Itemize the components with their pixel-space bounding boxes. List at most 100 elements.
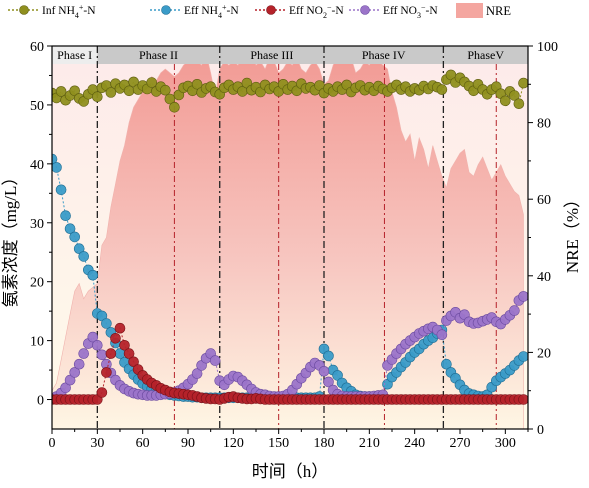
data-point-eff_no3: [73, 358, 85, 370]
data-point-eff_no2: [119, 339, 130, 351]
data-point-eff_no3: [323, 376, 334, 388]
phase-band-cell: [97, 46, 220, 64]
data-point-inf_nh4: [436, 84, 448, 95]
data-point-inf_nh4: [105, 87, 117, 98]
y-left-tick-label: 60: [30, 40, 44, 55]
x-tick-label: 30: [90, 436, 104, 451]
legend: Inf NH4+-N Eff NH4+-N Eff NO2−-N Eff NO3…: [8, 3, 511, 20]
x-tick-label: 60: [136, 436, 150, 451]
data-point-eff_no3: [78, 348, 89, 359]
series-layer: [52, 69, 528, 405]
data-point-eff_nh4: [55, 184, 67, 196]
y-axis-right-title: NRE（%）: [563, 191, 582, 273]
data-point-eff_no2: [96, 387, 108, 398]
legend-eff-nh4: Eff NH4+-N: [150, 3, 239, 20]
x-tick-label: 240: [404, 436, 425, 451]
data-point-eff_no2: [105, 348, 117, 359]
legend-inf-nh4-label: Inf NH4+-N: [42, 3, 96, 20]
axes: 0 30 60 90 120 150 180 210 240 270 300 0 10 20 30 40 50 6…: [30, 40, 558, 451]
x-tick-label: 270: [450, 436, 471, 451]
data-point-inf_nh4: [164, 93, 176, 105]
phase-band-cell: [219, 46, 324, 64]
data-point-eff_nh4: [87, 269, 99, 281]
data-point-eff_nh4: [64, 223, 76, 234]
data-point-eff_no3: [436, 329, 448, 341]
data-point-eff_nh4: [69, 231, 80, 243]
phase-boundaries: [96, 46, 497, 429]
y-right-tick-label: 100: [537, 40, 558, 55]
phase-label: Phase II: [139, 48, 178, 62]
series-eff_no2: [52, 322, 528, 405]
data-point-eff_no3: [92, 339, 103, 351]
legend-nre: NRE: [456, 3, 511, 18]
data-point-eff_no3: [87, 331, 99, 343]
phase-label: PhaseV: [467, 48, 504, 62]
data-point-inf_nh4: [513, 98, 525, 109]
x-tick-label: 210: [359, 436, 380, 451]
y-right-tick-label: 0: [537, 423, 544, 438]
data-point-inf_nh4: [191, 79, 203, 90]
y-right-tick-label: 60: [537, 193, 551, 208]
legend-eff-no2-label: Eff NO2−-N: [289, 3, 344, 20]
series-inf_nh4: [52, 69, 528, 113]
data-point-eff_no2: [110, 332, 121, 344]
data-point-eff_no3: [209, 355, 221, 366]
phase-band-cell: [52, 46, 98, 64]
data-point-eff_no2: [123, 348, 135, 359]
data-point-eff_nh4: [441, 358, 452, 370]
y-left-tick-label: 0: [37, 394, 44, 409]
x-tick-label: 90: [181, 436, 195, 451]
y-left-tick-label: 30: [30, 217, 44, 232]
data-point-eff_no2: [518, 394, 528, 405]
y-left-tick-label: 20: [30, 276, 44, 291]
phase-label: Phase III: [250, 48, 293, 62]
phase-label: Phase I: [57, 48, 92, 62]
x-tick-label: 0: [49, 436, 56, 451]
y-left-tick-label: 50: [30, 99, 44, 114]
data-point-inf_nh4: [518, 77, 528, 89]
data-point-inf_nh4: [509, 90, 520, 101]
y-right-tick-label: 20: [537, 346, 551, 361]
legend-eff-nh4-label: Eff NH4+-N: [184, 3, 239, 20]
data-point-eff_no3: [509, 305, 520, 316]
data-point-eff_no3: [191, 368, 203, 379]
legend-eff-no3: Eff NO3−-N: [349, 3, 438, 20]
legend-eff-no3-label: Eff NO3−-N: [383, 3, 438, 20]
data-point-eff_nh4: [52, 153, 58, 165]
data-point-eff_nh4: [518, 351, 528, 362]
data-point-inf_nh4: [499, 95, 511, 107]
data-point-eff_nh4: [323, 350, 334, 362]
phase-label: Phase IV: [362, 48, 406, 62]
data-point-inf_nh4: [55, 86, 67, 97]
x-axis-title: 时间（h）: [252, 462, 329, 481]
legend-nre-label: NRE: [486, 4, 511, 18]
data-point-inf_nh4: [123, 85, 135, 97]
x-tick-label: 150: [268, 436, 289, 451]
data-point-inf_nh4: [92, 91, 103, 102]
data-point-eff_no3: [69, 367, 80, 378]
y-right-tick-label: 80: [537, 117, 551, 132]
data-point-eff_no2: [101, 367, 112, 378]
x-tick-label: 120: [223, 436, 244, 451]
data-point-inf_nh4: [169, 102, 180, 113]
data-point-eff_nh4: [52, 162, 62, 173]
phase-band: Phase I Phase II Phase III Phase IV PhaseV: [52, 46, 528, 64]
legend-eff-no2: Eff NO2−-N: [255, 3, 344, 20]
data-point-eff_no3: [96, 349, 108, 361]
data-point-eff_nh4: [78, 251, 89, 262]
data-point-eff_nh4: [101, 318, 112, 329]
data-point-eff_no2: [114, 322, 126, 334]
x-tick-label: 180: [314, 436, 335, 451]
legend-inf-nh4: Inf NH4+-N: [8, 3, 96, 20]
phase-band-cell: [443, 46, 528, 64]
y-left-tick-label: 10: [30, 335, 44, 350]
data-point-eff_nh4: [60, 210, 71, 221]
phase-band-cell: [324, 46, 444, 64]
y-left-tick-label: 40: [30, 158, 44, 173]
data-point-inf_nh4: [146, 77, 157, 88]
data-point-inf_nh4: [160, 84, 171, 96]
data-point-eff_no3: [318, 365, 330, 377]
data-point-eff_no3: [64, 374, 76, 386]
y-right-tick-label: 40: [537, 270, 551, 285]
